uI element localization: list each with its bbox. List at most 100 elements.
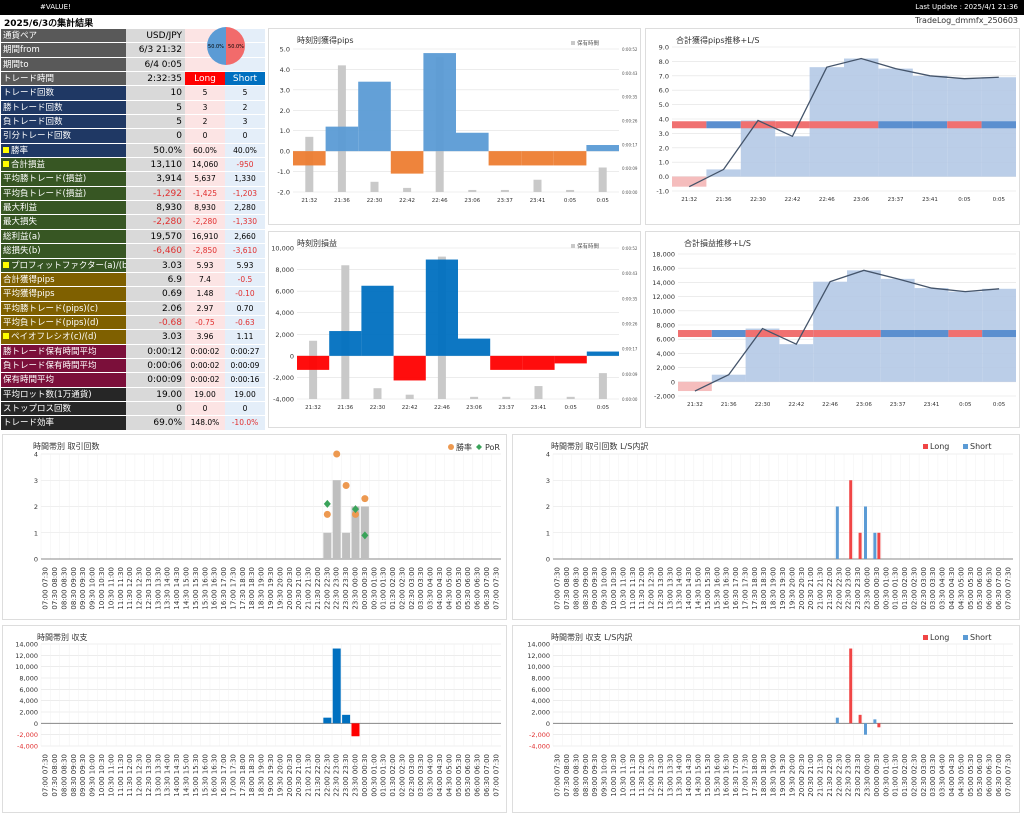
x-tick-label: 04:30 05:00	[957, 754, 965, 797]
x-tick-label: 11:00 11:30	[629, 754, 637, 797]
cumulative-area	[711, 374, 746, 382]
x-tick-label: 10:30 11:00	[107, 754, 115, 797]
cum-pnl-chart: 合計損益推移+L/S -2,000 0 2,000 4,000 6,000 8,000 10,…	[652, 238, 1016, 408]
stats-label: 総損失(b)	[1, 244, 126, 258]
stats-row: 負トレード保有時間平均 0:00:06 0:00:02 0:00:09	[1, 358, 265, 374]
y-tick-label: 4	[34, 451, 38, 459]
stats-short-value: 3	[225, 115, 265, 129]
value-bar	[522, 355, 555, 370]
stats-label: トレード効率	[1, 416, 126, 430]
stats-row: 平均勝トレード(pips)(c) 2.06 2.97 0.70	[1, 301, 265, 316]
stats-label-text: 引分トレード回数	[3, 131, 72, 142]
stats-label: トレード時間	[1, 72, 126, 86]
x-tick-label: 14:00 14:30	[173, 754, 181, 797]
yellow-marker-icon	[3, 161, 9, 168]
stats-short-value: 0.70	[225, 301, 265, 315]
long-band	[809, 121, 844, 129]
x-tick-label: 13:30 14:00	[676, 567, 684, 610]
x-tick-label: 03:30 04:00	[427, 567, 435, 610]
x-tick-label: 22:00 22:30	[835, 567, 843, 610]
x-tick-label: 08:00 08:30	[572, 567, 580, 610]
y-tick-label: -4,000	[529, 743, 550, 751]
y-tick-label: -2,000	[17, 731, 38, 739]
x-tick-label: 02:00 02:30	[398, 754, 406, 797]
stats-row: 総利益(a) 19,570 16,910 2,660	[1, 229, 265, 245]
y2-tick-label: 0:00:26	[622, 119, 638, 124]
x-tick-label: 11:30 12:00	[638, 754, 646, 797]
pie-slice-long	[226, 27, 245, 65]
stats-label: 最大損失	[1, 215, 126, 229]
long-bar	[877, 723, 881, 728]
y-tick-label: 10,000	[15, 663, 38, 671]
x-tick-label: 03:00 03:30	[929, 754, 937, 797]
x-tick-label: 00:30 01:00	[370, 754, 378, 797]
pie-label-left: 50.0%	[208, 44, 224, 50]
x-tick-label: 22:46	[822, 402, 838, 408]
cumulative-area	[706, 169, 741, 177]
y2-tick-label: 0:00:35	[622, 296, 638, 301]
stats-row: 平均勝トレード(損益) 3,914 5,637 1,330	[1, 172, 265, 187]
long-short-pie: 50.0% 50.0%	[207, 27, 245, 65]
stats-label-text: 保有時間平均	[3, 375, 55, 386]
holding-time-bar	[405, 394, 414, 399]
x-tick-label: 19:00 19:30	[267, 754, 275, 797]
x-tick-label: 20:30 21:00	[807, 567, 815, 610]
stats-row: 最大利益 8,930 8,930 2,280	[1, 201, 265, 216]
y-tick-label: 4,000	[656, 350, 675, 358]
y-tick-label: -1.0	[277, 168, 290, 176]
x-tick-label: 21:32	[305, 405, 321, 411]
x-tick-label: 0:05	[958, 197, 971, 203]
page-title: 2025/6/3の集計結果	[4, 19, 94, 29]
legend-holding-label: 保有時間	[577, 39, 600, 47]
y-tick-label: 14,000	[652, 279, 675, 287]
x-tick-label: 05:30 06:00	[464, 754, 472, 797]
stats-label-text: 合計損益	[11, 160, 46, 171]
y-tick-label: 3	[546, 477, 550, 485]
y-tick-label: 7.0	[659, 72, 669, 80]
x-tick-label: 22:42	[788, 402, 804, 408]
stats-long-value: 5	[185, 86, 225, 100]
stats-label: 引分トレード回数	[1, 129, 126, 143]
x-tick-label: 03:00 03:30	[417, 567, 425, 610]
x-tick-label: 11:00 11:30	[629, 567, 637, 610]
x-tick-label: 05:30 06:00	[976, 754, 984, 797]
y-tick-label: 4.0	[659, 116, 669, 124]
x-tick-label: 23:41	[531, 405, 547, 411]
stats-long-value: 0:00:02	[185, 358, 225, 373]
stats-value: 5	[126, 115, 185, 129]
x-tick-label: 18:30 19:00	[258, 567, 266, 610]
top-bar: #VALUE! Last Update : 2025/4/1 21:36	[0, 0, 1024, 15]
y-tick-label: -2.0	[277, 189, 290, 197]
legend-holding-label: 保有時間	[577, 242, 600, 250]
stats-short-value: 1,330	[225, 172, 265, 186]
stats-long-value: 5,637	[185, 172, 225, 186]
y-tick-label: 8,000	[275, 266, 294, 274]
x-tick-label: 22:30 23:00	[333, 754, 341, 797]
stats-long-value: -0.75	[185, 315, 225, 330]
x-tick-label: 17:00 17:30	[229, 567, 237, 610]
stats-value: 19,570	[126, 229, 185, 244]
stats-label-text: 総損失(b)	[3, 246, 41, 257]
stats-long-value: 148.0%	[185, 416, 225, 430]
stats-label: 最大利益	[1, 201, 126, 215]
stats-short-value: Short	[225, 72, 265, 86]
stats-short-value: 0	[225, 129, 265, 143]
y-tick-label: 0	[290, 352, 294, 360]
stats-label-text: 平均勝トレード(損益)	[3, 174, 87, 185]
stats-label: 平均負トレード(損益)	[1, 186, 126, 201]
stats-label-text: 勝率	[11, 145, 29, 156]
stats-label: プロフィットファクター(a)/(b)	[1, 258, 126, 272]
stats-short-value: 0:00:09	[225, 358, 265, 373]
x-tick-label: 18:30 19:00	[770, 754, 778, 797]
x-tick-label: 12:30 13:00	[145, 754, 153, 797]
y-tick-label: 2,000	[19, 709, 38, 717]
count-bar	[323, 532, 332, 559]
x-tick-label: 16:00 16:30	[723, 567, 731, 610]
x-tick-label: 02:00 02:30	[398, 567, 406, 610]
y-tick-label: 10,000	[271, 245, 294, 253]
x-tick-label: 12:00 12:30	[648, 754, 656, 797]
x-tick-label: 13:30 14:00	[676, 754, 684, 797]
stats-row: トレード効率 69.0% 148.0% -10.0%	[1, 416, 265, 431]
stats-short-value: -10.0%	[225, 416, 265, 430]
legend-short-label: Short	[970, 633, 991, 642]
